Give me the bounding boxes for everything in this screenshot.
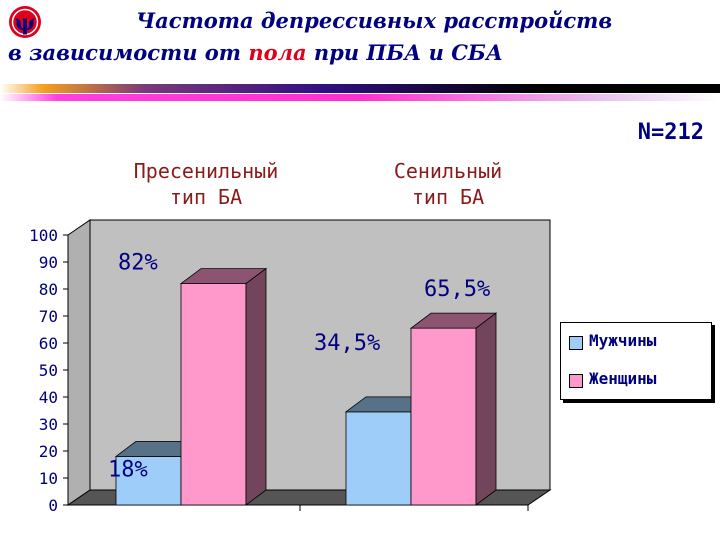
data-label: 82% <box>118 251 158 276</box>
chart-legend: Мужчины Женщины <box>560 322 712 400</box>
bar-female-front <box>180 283 247 506</box>
bar-female-front <box>410 327 477 506</box>
category-label-senile: Сенильный тип БА <box>360 158 536 210</box>
y-tick-label: 80 <box>39 280 58 299</box>
y-tick-label: 70 <box>39 307 58 326</box>
legend-swatch-female <box>569 374 583 388</box>
legend-label-male: Мужчины <box>589 331 657 350</box>
y-tick-label: 0 <box>48 496 58 515</box>
psi-icon: ψ <box>9 6 41 38</box>
category-label-line: тип БА <box>169 185 243 209</box>
y-tick-label: 90 <box>39 253 58 272</box>
y-tick-label: 50 <box>39 361 58 380</box>
svg-text:ψ: ψ <box>15 10 36 36</box>
bar-male-front <box>115 455 182 506</box>
y-tick-label: 30 <box>39 415 58 434</box>
y-tick-label: 10 <box>39 469 58 488</box>
category-label-line: Пресенильный <box>133 159 279 183</box>
category-label-line: тип БА <box>411 185 485 209</box>
y-tick-label: 20 <box>39 442 58 461</box>
decorative-gradient-bar <box>0 84 720 101</box>
title-text: в зависимости от <box>8 40 249 65</box>
bar-female-side <box>245 267 267 506</box>
sample-size-label: N=212 <box>637 120 704 145</box>
title-highlight: пола <box>248 40 307 65</box>
slide-title-line-2: в зависимости от пола при ПБА и СБА <box>8 40 503 65</box>
category-label-line: Сенильный <box>393 159 503 183</box>
bar-female-side <box>475 312 497 506</box>
y-tick-label: 60 <box>39 334 58 353</box>
legend-label-female: Женщины <box>589 369 657 388</box>
data-label: 65,5% <box>424 277 490 302</box>
category-label-presenile: Пресенильный тип БА <box>104 158 308 210</box>
plot-side-wall <box>67 219 91 506</box>
slide-title-line-1: Частота депрессивных расстройств <box>136 8 613 33</box>
title-text: при ПБА и СБА <box>306 40 503 65</box>
bar-male-front <box>345 411 412 506</box>
y-tick-label: 40 <box>39 388 58 407</box>
data-label: 18% <box>108 457 148 482</box>
y-tick-label: 100 <box>29 226 58 245</box>
legend-swatch-male <box>569 336 583 350</box>
data-label: 34,5% <box>314 331 380 356</box>
